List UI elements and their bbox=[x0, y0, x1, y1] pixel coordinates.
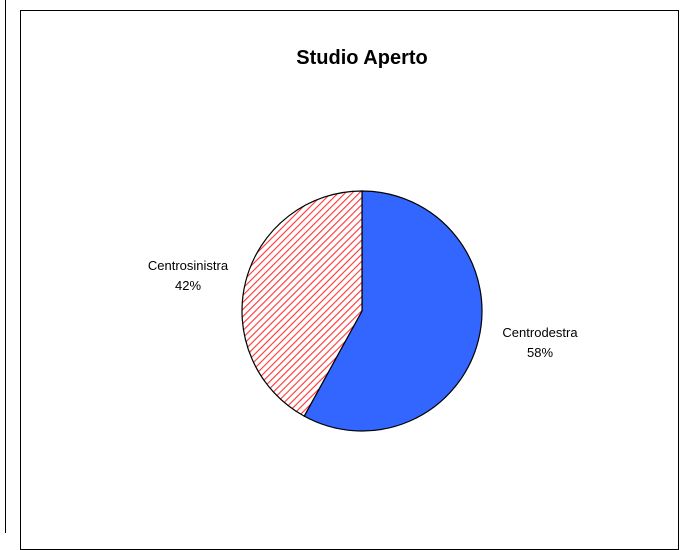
chart-title: Studio Aperto bbox=[296, 47, 427, 69]
pie-labels: Centrodestra 58% Centrosinistra 42% bbox=[148, 258, 578, 360]
pie-slice-centrosinistra bbox=[241, 190, 363, 417]
pie-slices bbox=[241, 190, 483, 432]
slice-label-centrosinistra: Centrosinistra bbox=[148, 258, 229, 273]
left-border-line bbox=[5, 0, 6, 533]
slice-label-centrodestra: Centrodestra bbox=[502, 325, 578, 340]
pie-slice-centrodestra bbox=[303, 190, 483, 432]
slice-value-label-centrosinistra: 42% bbox=[175, 278, 201, 293]
pie-chart: Studio Aperto Centrodestra 58% Centrosinis… bbox=[148, 47, 578, 432]
slice-value-label-centrodestra: 58% bbox=[527, 345, 553, 360]
